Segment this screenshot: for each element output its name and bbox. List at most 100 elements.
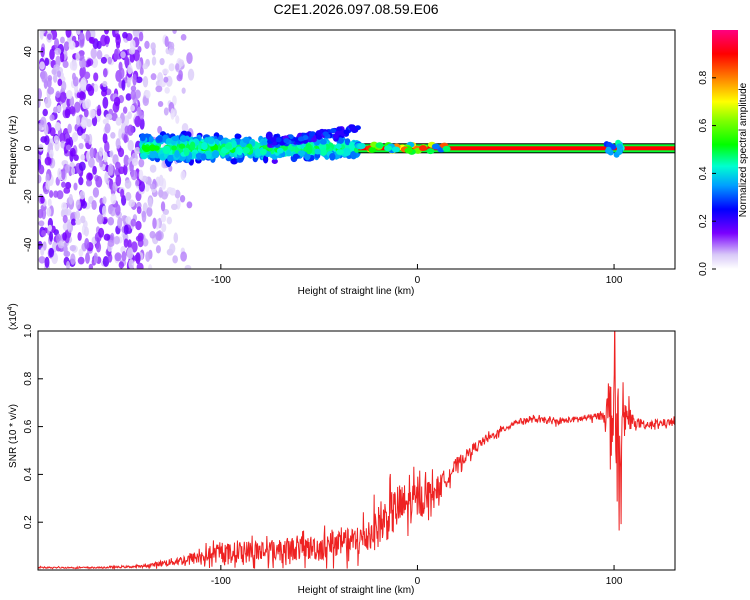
spectrogram-noise-blob [59, 36, 65, 44]
spectrogram-line-blob [236, 147, 243, 156]
spectrogram-noise-blob [81, 58, 87, 71]
spectrogram-noise-blob [55, 233, 62, 243]
colorbar-tick-label: 0.0 [698, 262, 709, 276]
spectrogram-noise-blob [149, 230, 156, 239]
spectrogram-noise-blob [180, 251, 187, 262]
spectrogram-noise-blob [57, 167, 62, 179]
spectrogram-noise-blob [51, 225, 56, 233]
spectrogram-line-blob [148, 136, 154, 143]
spectrogram-noise-blob [78, 161, 86, 172]
spectrogram-noise-blob [187, 68, 195, 81]
spectrogram-line-blob [404, 147, 413, 154]
spectrogram-noise-blob [80, 215, 86, 224]
spectrogram-noise-blob [135, 220, 142, 231]
spectrogram-noise-blob [170, 108, 175, 120]
spectrogram-noise-blob [56, 105, 62, 113]
spectrogram-noise-blob [138, 169, 144, 181]
spectrogram-y-tick-label: 0 [23, 145, 34, 151]
spectrogram-noise-blob [62, 232, 67, 241]
snr-plot-area [38, 331, 675, 570]
spectrogram-line-blob [234, 133, 242, 139]
spectrogram-noise-blob [49, 190, 54, 198]
spectrogram-noise-blob [114, 252, 122, 262]
spectrogram-line-blob [242, 147, 250, 154]
spectrogram-noise-blob [65, 30, 72, 38]
spectrogram-noise-blob [142, 96, 149, 107]
spectrogram-line-blob [171, 145, 177, 151]
spectrogram-noise-blob [53, 64, 60, 71]
spectrogram-noise-blob [77, 256, 85, 265]
spectrogram-line-core [358, 146, 675, 151]
spectrogram-noise-blob [80, 154, 86, 161]
spectrogram-noise-blob [95, 176, 103, 188]
spectrogram-x-tick-label: 100 [606, 275, 623, 286]
spectrogram-noise-blob [129, 39, 136, 50]
spectrogram-noise-blob [168, 63, 175, 72]
spectrogram-noise-blob [117, 216, 123, 229]
spectrogram-noise-blob [177, 59, 185, 67]
spectrogram-noise-blob [86, 150, 91, 162]
spectrogram-noise-blob [79, 32, 84, 40]
spectrogram-noise-blob [104, 30, 109, 35]
spectrogram-line-blob [285, 149, 292, 156]
spectrogram-noise-blob [39, 61, 45, 70]
spectrogram-noise-blob [138, 158, 145, 168]
spectrogram-drift-blob [275, 137, 282, 143]
spectrogram-line-blob [162, 145, 171, 155]
spectrogram-noise-blob [164, 36, 169, 48]
spectrogram-noise-blob [42, 241, 47, 251]
snr-y-tick-label: 1.0 [23, 324, 34, 338]
spectrogram-line-blob [262, 155, 269, 164]
spectrogram-noise-blob [68, 105, 76, 115]
spectrogram-noise-blob [130, 169, 138, 181]
spectrogram-line-blob [319, 139, 327, 145]
spectrogram-noise-blob [66, 219, 72, 232]
spectrogram-noise-blob [76, 92, 81, 99]
spectrogram-noise-blob [92, 165, 97, 175]
spectrogram-noise-blob [68, 193, 74, 205]
spectrogram-noise-blob [115, 117, 122, 126]
spectrogram-noise-blob [136, 206, 142, 214]
spectrogram-noise-blob [134, 115, 141, 128]
spectrogram-noise-blob [115, 174, 122, 187]
spectrogram-noise-blob [38, 174, 42, 184]
spectrogram-noise-blob [160, 201, 166, 212]
spectrogram-noise-blob [130, 218, 137, 227]
spectrogram-noise-blob [142, 63, 149, 70]
colorbar-tick-label: 0.4 [698, 166, 709, 180]
spectrogram-frame [37, 29, 676, 270]
spectrogram-line-blob [231, 140, 237, 148]
spectrogram-line-blob [320, 147, 327, 156]
snr-y-tick-label: 0.2 [23, 515, 34, 529]
spectrogram-noise-blob [159, 57, 165, 66]
spectrogram-line-blob [344, 147, 351, 156]
spectrogram-noise-blob [103, 233, 111, 241]
spectrogram-noise-blob [147, 197, 153, 209]
spectrogram-noise-blob [135, 235, 143, 242]
spectrogram-noise-blob [71, 60, 78, 71]
spectrogram-noise-blob [121, 79, 126, 91]
spectrogram-noise-blob [115, 33, 121, 41]
snr-x-ticks: -100 0 100 [211, 565, 623, 587]
spectrogram-noise-blob [127, 239, 132, 249]
spectrogram-line-blob [179, 135, 187, 143]
spectrogram-noise-blob [148, 264, 153, 269]
spectrogram-noise-blob [169, 41, 175, 50]
spectrogram-x-tick-label: 0 [415, 275, 421, 286]
spectrogram-noise-blob [89, 109, 96, 119]
spectrogram-noise-blob [86, 59, 92, 67]
spectrogram-noise-blob [75, 52, 80, 61]
spectrogram-noise-blob [103, 151, 108, 163]
spectrogram-line-blob [350, 151, 357, 160]
snr-y-tick-label: 0.4 [23, 467, 34, 481]
spectrogram-noise-blob [173, 232, 179, 244]
spectrogram-noise-blob [56, 190, 64, 200]
spectrogram-line-blob [201, 142, 208, 151]
spectrogram-noise-blob [151, 56, 157, 66]
spectrogram-noise-blob [85, 179, 93, 187]
spectrogram-line-blob [336, 149, 344, 155]
spectrogram-noise-blob [47, 86, 55, 95]
spectrogram-noise-blob [84, 238, 90, 250]
spectrogram-noise-blob [105, 113, 113, 120]
spectrogram-line-blob [426, 148, 435, 155]
